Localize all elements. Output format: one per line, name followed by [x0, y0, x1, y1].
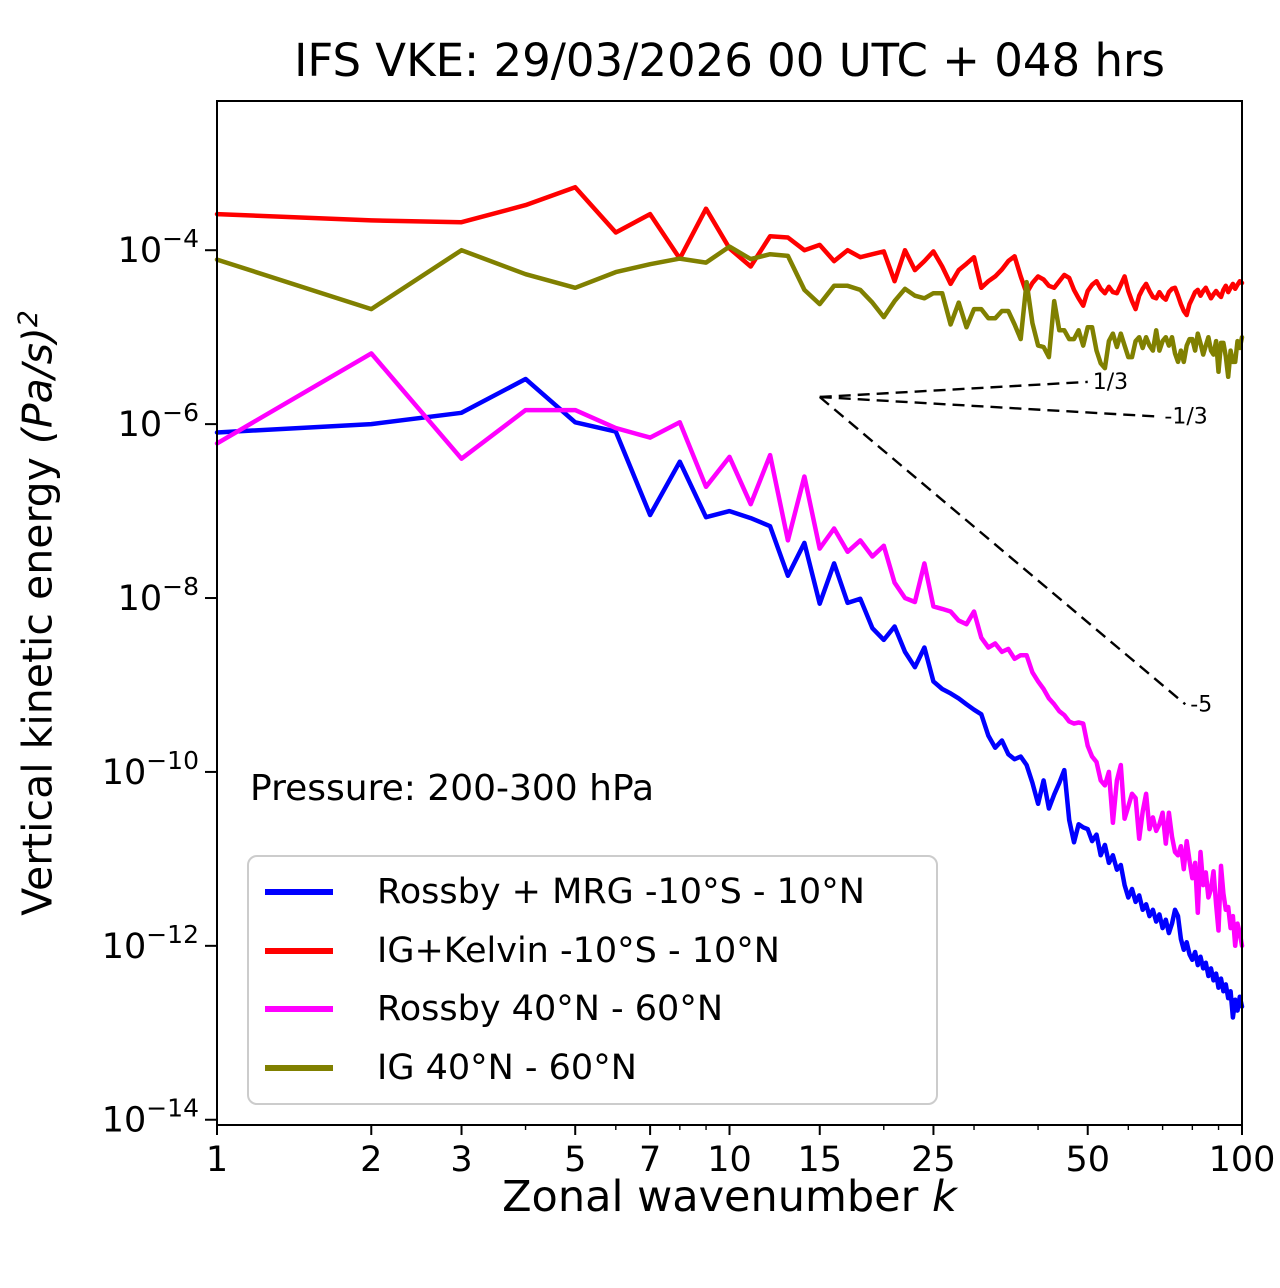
- y-tick-label: 10−4: [118, 224, 199, 271]
- series-line: [214, 351, 1245, 949]
- x-axis-label-variable: k: [932, 1172, 957, 1222]
- x-tick-label: 100: [1209, 1140, 1276, 1180]
- y-ticks: 10−4 10−6 10−8 10−10 10−12 10−14: [102, 224, 217, 1141]
- x-tick-label: 7: [639, 1140, 661, 1180]
- chart-title: IFS VKE: 29/03/2026 00 UTC + 048 hrs: [294, 34, 1165, 87]
- series-line: [214, 376, 1245, 1020]
- x-tick-label: 5: [564, 1140, 586, 1180]
- legend-label: IG+Kelvin -10°S - 10°N: [377, 930, 780, 971]
- y-tick-label: 10−12: [102, 920, 199, 967]
- legend-item: IG 40°N - 60°N: [265, 1048, 926, 1088]
- legend-label: Rossby 40°N - 60°N: [377, 989, 724, 1030]
- reference-line-label: 1/3: [1093, 370, 1128, 395]
- x-tick-label: 15: [797, 1140, 842, 1180]
- series-lines: [214, 184, 1245, 1020]
- series-line: [214, 184, 1245, 318]
- reference-line--5: [818, 396, 1187, 706]
- legend-label: IG 40°N - 60°N: [377, 1047, 637, 1088]
- y-tick-label: 10−14: [102, 1094, 199, 1141]
- x-tick-label: 10: [707, 1140, 752, 1180]
- legend-line-rossby-mrg-tropics: [265, 889, 333, 896]
- y-tick-label: 10−6: [118, 398, 199, 445]
- x-tick-label: 50: [1065, 1140, 1110, 1180]
- x-tick-label: 3: [450, 1140, 472, 1180]
- legend: Rossby + MRG -10°S - 10°N IG+Kelvin -10°…: [247, 855, 938, 1105]
- legend-label: Rossby + MRG -10°S - 10°N: [377, 872, 865, 913]
- series-line: [214, 244, 1245, 380]
- pressure-annotation: Pressure: 200-300 hPa: [250, 768, 655, 809]
- legend-item: Rossby 40°N - 60°N: [265, 989, 926, 1029]
- legend-item: Rossby + MRG -10°S - 10°N: [265, 872, 926, 912]
- y-axis-unit: (Pa/s)2: [12, 310, 62, 445]
- x-axis-label-text: Zonal wavenumber: [502, 1172, 919, 1222]
- reference-lines: 1/3 -1/3 -5: [818, 370, 1212, 717]
- x-axis-label: Zonal wavenumber k: [217, 1172, 1242, 1222]
- reference-line--1/3: [819, 395, 1160, 418]
- reference-line-1/3: [819, 380, 1088, 399]
- legend-item: IG+Kelvin -10°S - 10°N: [265, 931, 926, 971]
- x-tick-label: 25: [911, 1140, 956, 1180]
- reference-line-label: -5: [1190, 692, 1212, 717]
- x-tick-label: 1: [206, 1140, 228, 1180]
- x-tick-label: 2: [360, 1140, 382, 1180]
- y-axis-label: Vertical kinetic energy (Pa/s)2: [13, 310, 62, 916]
- legend-line-ig-kelvin-tropics: [265, 947, 333, 954]
- legend-line-rossby-midlat: [265, 1006, 333, 1013]
- y-tick-label: 10−8: [118, 572, 199, 619]
- y-tick-label: 10−10: [102, 746, 199, 793]
- y-axis-label-text: Vertical kinetic energy: [13, 457, 62, 916]
- legend-line-ig-midlat: [265, 1064, 333, 1071]
- reference-line-label: -1/3: [1164, 405, 1207, 430]
- x-ticks: 1 2 3 5 7 10 15 25 50 100: [206, 1125, 1276, 1180]
